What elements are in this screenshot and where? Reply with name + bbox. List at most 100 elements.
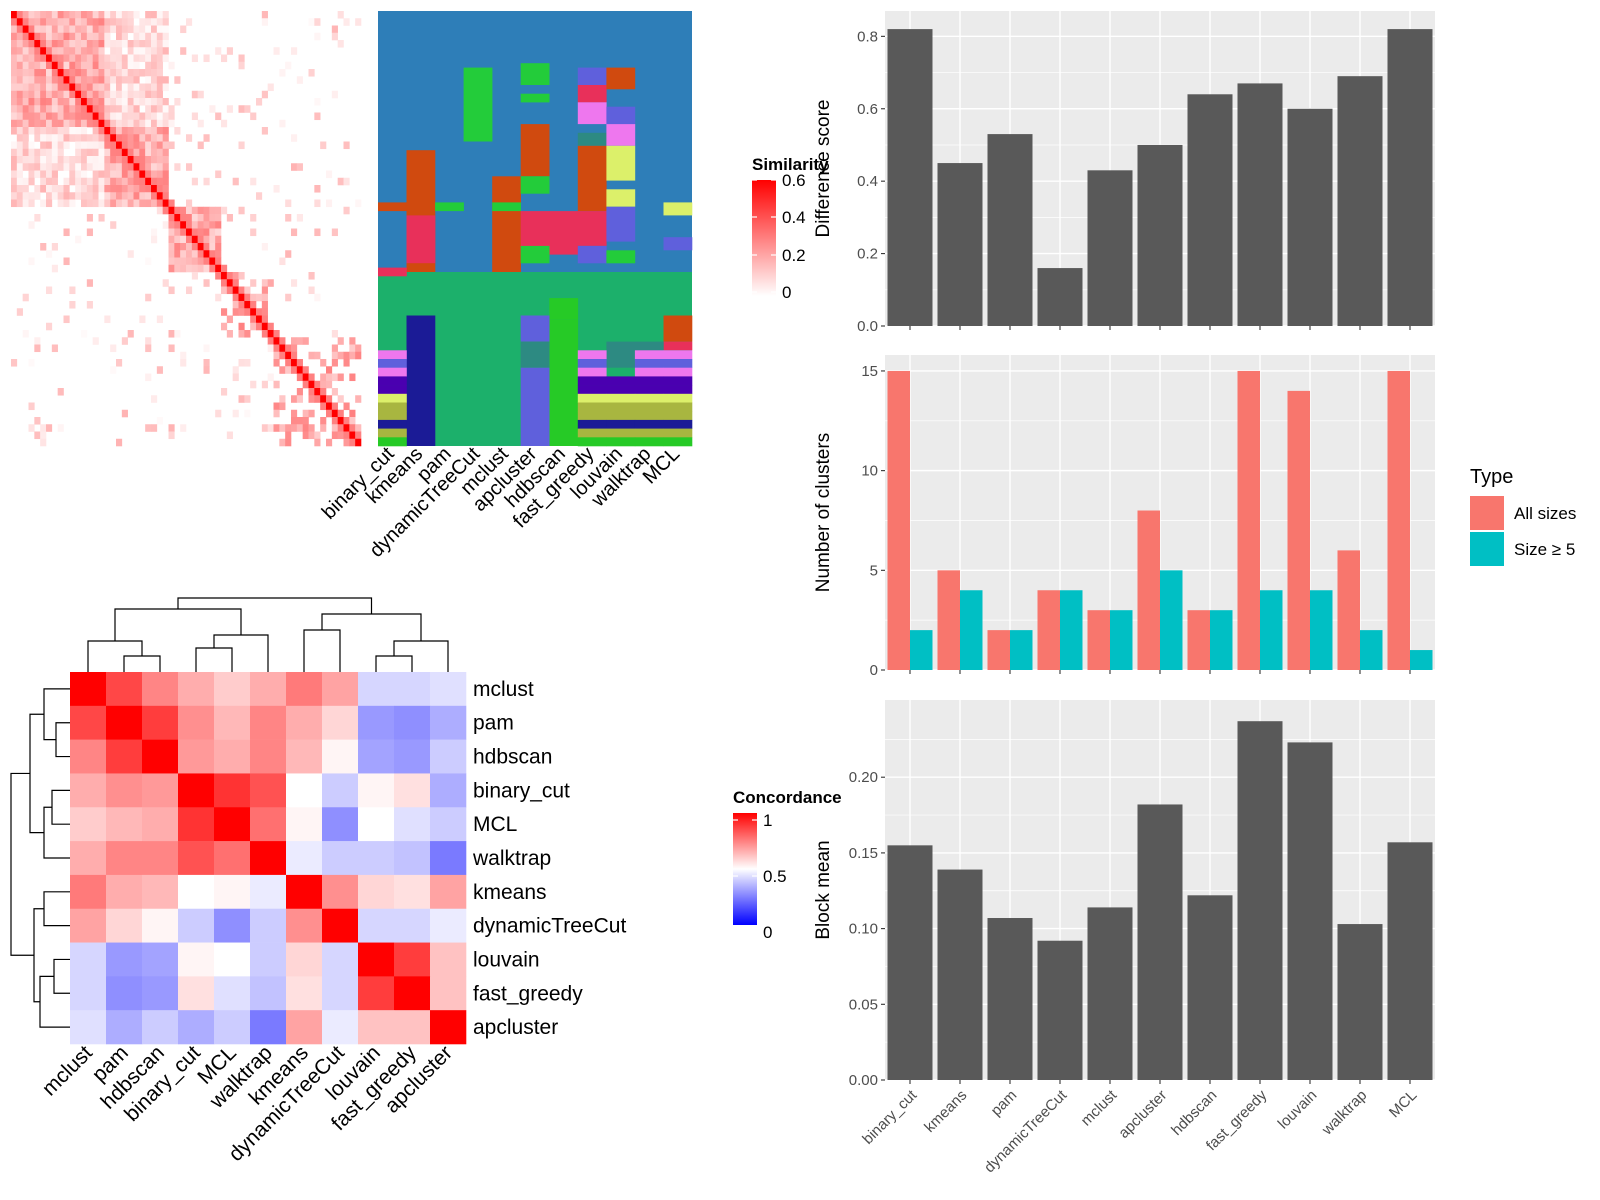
similarity-cell [75,105,82,113]
similarity-cell [11,163,18,171]
similarity-cell [221,119,228,128]
concordance-cell [178,841,215,876]
similarity-cell [63,185,70,193]
similarity-cell [92,199,99,208]
membership-segment [378,350,407,360]
similarity-cell [302,424,309,432]
concordance-cell [322,705,359,740]
bar [1387,29,1433,326]
similarity-cell [151,54,158,63]
similarity-cell [261,243,268,251]
membership-segment [634,350,664,360]
concordance-cell [286,807,323,842]
similarity-legend-tick: 0.6 [782,171,806,190]
similarity-cell [81,192,88,200]
similarity-cell [291,337,298,345]
similarity-cell [11,98,18,106]
similarity-cell [285,438,292,447]
similarity-cell [16,90,23,99]
similarity-cell [57,199,64,208]
similarity-cell [34,76,41,84]
similarity-cell [232,409,239,418]
similarity-cell [11,119,18,128]
similarity-cell [104,18,111,26]
similarity-cell [81,119,88,128]
similarity-cell [63,199,70,208]
similarity-cell [314,351,321,360]
similarity-cell [34,156,41,164]
similarity-cell [145,177,152,186]
similarity-cell [40,25,47,34]
similarity-cell [145,192,152,200]
similarity-cell [46,11,53,19]
similarity-cell [308,373,315,382]
bar [1187,895,1233,1080]
similarity-cell [16,156,23,164]
similarity-cell [75,18,82,26]
bar [987,134,1033,326]
concordance-cell [394,874,431,910]
concordance-cell [106,1010,143,1045]
similarity-cell [92,177,99,186]
similarity-cell [331,25,338,34]
similarity-cell [63,177,70,186]
membership-segment [663,202,693,216]
similarity-cell [116,199,123,208]
similarity-cell [168,206,175,215]
similarity-cell [92,90,99,99]
similarity-cell [127,134,134,142]
similarity-cell [197,243,204,251]
similarity-cell [180,424,187,432]
similarity-cell [57,119,64,128]
similarity-cell [355,199,362,208]
similarity-cell [22,47,29,55]
similarity-cell [57,98,64,106]
similarity-cell [110,177,117,186]
concordance-cell [322,942,359,977]
similarity-cell [302,337,309,345]
similarity-cell [197,221,204,229]
similarity-cell [75,25,82,34]
similarity-cell [57,192,64,200]
y-axis-label: Number of clusters [813,433,834,592]
similarity-cell [145,11,152,19]
similarity-cell [145,90,152,99]
membership-segment [634,367,664,377]
similarity-cell [81,199,88,208]
similarity-cell [156,163,163,171]
similarity-cell [63,32,70,41]
concordance-cell [178,672,215,707]
similarity-cell [151,148,158,157]
similarity-cell [302,380,309,389]
similarity-cell [98,163,105,171]
membership-segment [634,359,664,368]
similarity-cell [320,395,327,403]
similarity-cell [180,47,187,55]
similarity-cell [285,61,292,70]
concordance-cell [106,807,143,842]
number-of-clusters-chart: 0 5 10 15 Number of clusters [813,355,1435,679]
similarity-cell [28,424,35,432]
similarity-cell [63,54,70,63]
similarity-cell [40,98,47,106]
similarity-cell [203,243,210,251]
similarity-cell [81,105,88,113]
similarity-cell [116,40,123,48]
similarity-cell [326,395,333,403]
similarity-cell [121,69,128,77]
similarity-cell [127,250,134,258]
similarity-heatmap [11,11,362,447]
similarity-cell [343,206,350,215]
similarity-cell [133,141,140,150]
similarity-cell [279,424,286,432]
similarity-cell [203,177,210,186]
similarity-cell [238,54,245,63]
similarity-cell [285,351,292,360]
dendrogram-branch [53,958,70,994]
similarity-cell [46,322,53,331]
similarity-cell [51,18,58,26]
membership-segment [606,402,636,412]
similarity-cell [34,112,41,121]
similarity-cell [320,380,327,389]
similarity-cell [133,40,140,48]
